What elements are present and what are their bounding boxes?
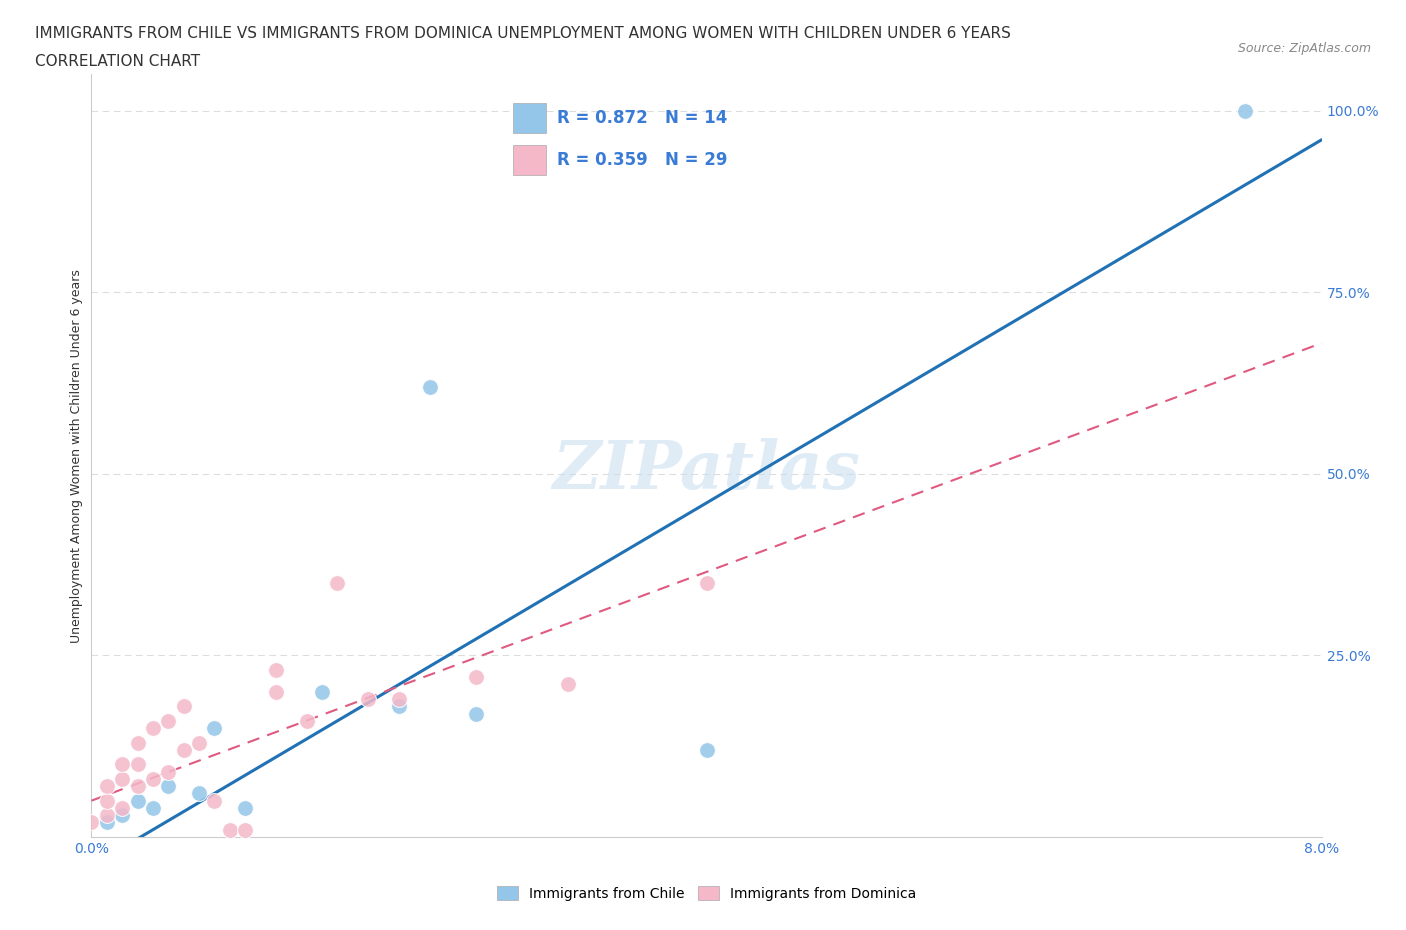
Text: R = 0.359   N = 29: R = 0.359 N = 29 — [557, 151, 728, 169]
Point — [173, 698, 195, 713]
Point — [96, 778, 118, 793]
Point — [218, 822, 240, 837]
Point — [388, 698, 411, 713]
Y-axis label: Unemployment Among Women with Children Under 6 years: Unemployment Among Women with Children U… — [70, 269, 83, 643]
Point — [157, 778, 180, 793]
Point — [127, 735, 149, 750]
Point — [695, 576, 717, 591]
Bar — [513, 103, 547, 133]
Text: Source: ZipAtlas.com: Source: ZipAtlas.com — [1237, 42, 1371, 55]
Point — [1233, 103, 1256, 118]
Point — [233, 822, 256, 837]
Point — [96, 793, 118, 808]
Point — [111, 808, 134, 823]
Point — [326, 576, 349, 591]
Point — [80, 815, 103, 830]
Point — [111, 757, 134, 772]
Point — [127, 778, 149, 793]
Point — [264, 684, 287, 699]
Point — [311, 684, 333, 699]
Legend: Immigrants from Chile, Immigrants from Dominica: Immigrants from Chile, Immigrants from D… — [491, 881, 922, 907]
Point — [188, 735, 211, 750]
Point — [202, 793, 225, 808]
Text: CORRELATION CHART: CORRELATION CHART — [35, 54, 200, 69]
Point — [264, 662, 287, 677]
Point — [157, 764, 180, 779]
Bar — [513, 145, 547, 175]
Point — [157, 713, 180, 728]
Point — [111, 801, 134, 816]
Point — [388, 692, 411, 707]
Point — [695, 742, 717, 757]
Text: IMMIGRANTS FROM CHILE VS IMMIGRANTS FROM DOMINICA UNEMPLOYMENT AMONG WOMEN WITH : IMMIGRANTS FROM CHILE VS IMMIGRANTS FROM… — [35, 26, 1011, 41]
Point — [295, 713, 318, 728]
Point — [557, 677, 579, 692]
Point — [142, 772, 165, 787]
Point — [419, 379, 441, 394]
Text: R = 0.872   N = 14: R = 0.872 N = 14 — [557, 109, 728, 127]
Point — [202, 721, 225, 736]
Point — [96, 808, 118, 823]
Text: ZIPatlas: ZIPatlas — [553, 438, 860, 503]
Point — [127, 793, 149, 808]
Point — [357, 692, 380, 707]
Point — [173, 742, 195, 757]
Point — [142, 721, 165, 736]
Point — [188, 786, 211, 801]
Point — [142, 801, 165, 816]
Point — [127, 757, 149, 772]
Point — [464, 706, 486, 721]
Point — [233, 801, 256, 816]
Point — [96, 815, 118, 830]
Point — [464, 670, 486, 684]
Point — [111, 772, 134, 787]
